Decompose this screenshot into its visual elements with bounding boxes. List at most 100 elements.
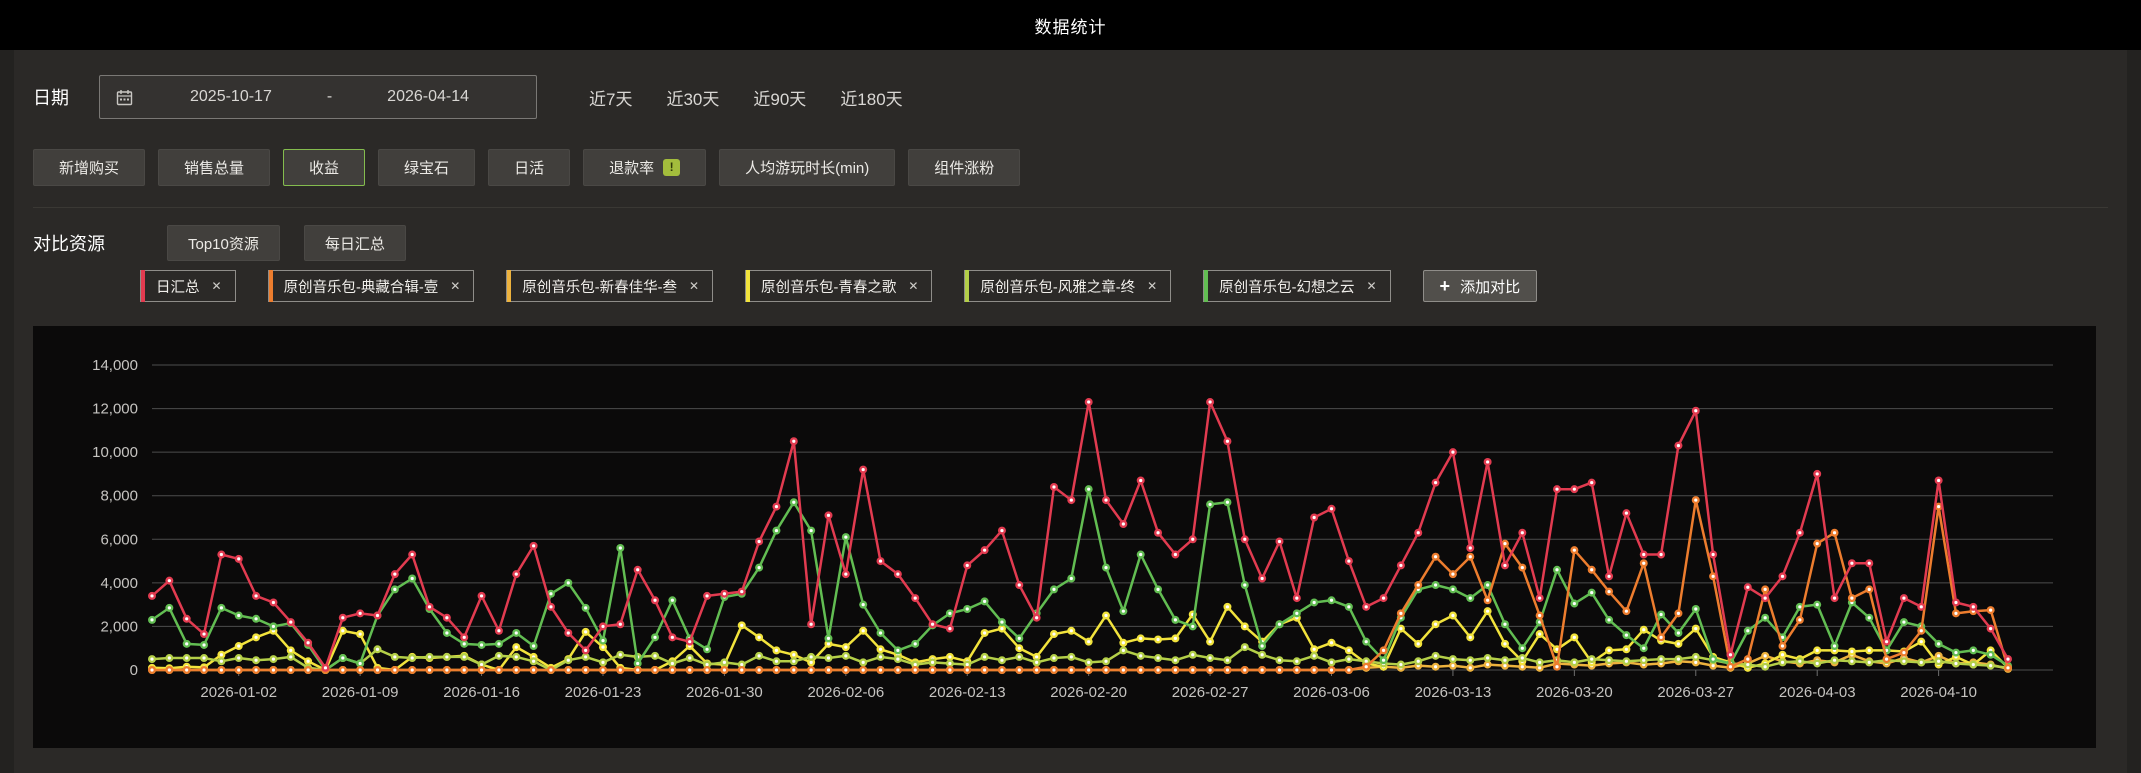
compare-mode-1[interactable]: 每日汇总 — [303, 225, 406, 261]
data-point-center — [1763, 616, 1767, 620]
plus-icon: + — [1439, 276, 1451, 296]
data-point-center — [913, 668, 917, 672]
y-axis-tick-label: 14,000 — [92, 357, 138, 374]
data-point-center — [1538, 613, 1542, 618]
metric-tab-3[interactable]: 绿宝石 — [378, 149, 476, 186]
x-axis-tick-label: 2026-01-23 — [565, 684, 642, 701]
data-point-center — [1832, 658, 1837, 662]
data-point-center — [1347, 648, 1351, 652]
data-point-center — [1763, 654, 1767, 658]
data-point-center — [844, 535, 848, 539]
metric-tab-label: 销售总量 — [184, 160, 245, 177]
tag-close-icon[interactable]: ✕ — [211, 279, 222, 293]
quick-range-2[interactable]: 近90天 — [753, 89, 807, 109]
compare-tag-5[interactable]: 原创音乐包-幻想之云 ✕ — [1203, 270, 1391, 302]
date-end-value[interactable]: 2026-04-14 — [387, 88, 470, 105]
compare-tag-2[interactable]: 原创音乐包-新春佳华-叁 ✕ — [506, 270, 714, 302]
data-point-center — [1243, 668, 1247, 672]
data-point-center — [1624, 511, 1628, 515]
data-point-center — [375, 668, 380, 672]
data-point-center — [757, 635, 761, 639]
data-point-center — [306, 668, 310, 672]
data-point-center — [705, 594, 709, 598]
data-point-center — [584, 648, 588, 652]
data-point-center — [1087, 400, 1091, 404]
data-point-center — [1433, 555, 1438, 559]
date-range-picker[interactable]: 2025-10-17 - 2026-04-14 — [99, 75, 537, 119]
data-point-center — [1191, 537, 1195, 541]
tag-close-icon[interactable]: ✕ — [1366, 279, 1377, 293]
data-point-center — [1937, 659, 1941, 663]
data-point-center — [1746, 657, 1750, 661]
data-point-center — [740, 668, 744, 672]
data-point-center — [1659, 657, 1663, 661]
metric-tab-6[interactable]: 人均游玩时长(min) — [719, 149, 896, 186]
tag-close-icon[interactable]: ✕ — [688, 279, 700, 293]
y-axis-tick-label: 4,000 — [100, 575, 138, 592]
data-point-center — [705, 662, 709, 667]
quick-range-1[interactable]: 近30天 — [666, 89, 720, 109]
compare-tag-1[interactable]: 原创音乐包-典藏合辑-壹 ✕ — [267, 270, 475, 302]
metric-tab-4[interactable]: 日活 — [488, 149, 571, 186]
compare-tag-3[interactable]: 原创音乐包-青春之歌 ✕ — [745, 270, 933, 302]
calendar-icon — [116, 89, 133, 106]
data-point-center — [1156, 587, 1160, 591]
metric-tab-5[interactable]: 退款率! — [583, 149, 707, 186]
data-point-center — [1017, 646, 1021, 650]
data-point-center — [965, 662, 969, 667]
quick-range-3[interactable]: 近180天 — [840, 89, 903, 109]
data-point-center — [1867, 587, 1871, 591]
data-point-center — [1173, 618, 1178, 622]
data-point-center — [722, 660, 727, 664]
compare-tag-0[interactable]: 日汇总 ✕ — [140, 270, 236, 302]
data-point-center — [1746, 585, 1750, 589]
data-point-center — [445, 668, 449, 672]
data-point-center — [1937, 505, 1941, 509]
data-point-center — [1486, 662, 1490, 667]
date-start-value[interactable]: 2025-10-17 — [190, 88, 272, 105]
data-point-center — [1503, 658, 1507, 662]
data-point-center — [1659, 635, 1663, 639]
data-point-center — [1902, 596, 1906, 600]
data-point-center — [479, 594, 484, 598]
data-point-center — [566, 631, 570, 635]
data-point-center — [1451, 613, 1455, 618]
data-point-center — [1173, 636, 1178, 641]
data-point-center — [1000, 528, 1004, 533]
metric-tab-0[interactable]: 新增购买 — [33, 149, 146, 186]
section-divider — [33, 207, 2108, 208]
data-point-center — [1520, 646, 1524, 650]
data-point-center — [479, 643, 484, 647]
add-compare-button[interactable]: + 添加对比 — [1422, 270, 1538, 302]
y-axis-tick-label: 12,000 — [92, 401, 138, 418]
data-point-center — [670, 661, 674, 666]
data-point-center — [1832, 644, 1837, 648]
data-point-center — [1468, 658, 1472, 662]
metric-tab-1[interactable]: 销售总量 — [158, 149, 271, 186]
data-point-center — [1937, 654, 1941, 658]
data-point-center — [878, 559, 883, 563]
data-point-center — [1572, 660, 1576, 664]
data-point-center — [1104, 659, 1108, 663]
data-point-center — [1399, 662, 1403, 667]
data-point-center — [1069, 655, 1073, 659]
data-point-center — [410, 576, 414, 581]
compare-tag-4[interactable]: 原创音乐包-风雅之章-终 ✕ — [964, 270, 1172, 302]
tag-close-icon[interactable]: ✕ — [450, 279, 461, 293]
data-point-center — [237, 613, 241, 618]
data-point-center — [809, 528, 813, 533]
data-point-center — [601, 638, 605, 643]
data-point-center — [1173, 658, 1178, 662]
data-point-center — [1780, 644, 1785, 648]
metric-tab-7[interactable]: 组件涨粉 — [908, 149, 1021, 186]
data-point-center — [826, 668, 831, 672]
compare-mode-0[interactable]: Top10资源 — [167, 225, 280, 261]
data-point-center — [1798, 531, 1802, 535]
tag-close-icon[interactable]: ✕ — [908, 279, 919, 293]
data-point-center — [1746, 662, 1750, 667]
metric-tab-2[interactable]: 收益 — [283, 149, 366, 186]
tag-close-icon[interactable]: ✕ — [1147, 279, 1158, 293]
data-point-center — [410, 668, 414, 672]
data-point-center — [1347, 657, 1351, 661]
quick-range-0[interactable]: 近7天 — [589, 89, 633, 109]
